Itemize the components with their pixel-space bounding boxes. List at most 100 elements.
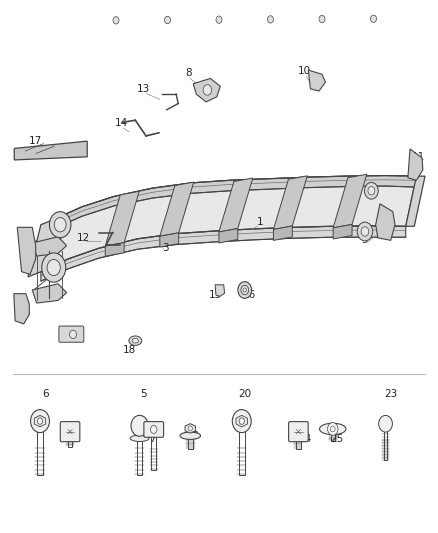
Polygon shape	[406, 176, 425, 227]
Bar	[68, 426, 72, 447]
Text: 22: 22	[14, 306, 27, 316]
Polygon shape	[408, 149, 423, 180]
Bar	[137, 418, 142, 475]
Polygon shape	[333, 224, 352, 239]
Circle shape	[238, 281, 251, 298]
Polygon shape	[32, 237, 67, 256]
Ellipse shape	[320, 423, 346, 435]
Polygon shape	[333, 174, 367, 228]
Circle shape	[268, 16, 273, 23]
Circle shape	[47, 260, 60, 276]
FancyBboxPatch shape	[59, 326, 84, 342]
Polygon shape	[34, 415, 46, 427]
Polygon shape	[185, 424, 195, 433]
Polygon shape	[236, 415, 247, 427]
Text: 10: 10	[298, 66, 311, 76]
Ellipse shape	[180, 432, 201, 439]
Circle shape	[371, 15, 377, 22]
Ellipse shape	[132, 338, 138, 343]
Circle shape	[54, 217, 66, 232]
Text: 24: 24	[298, 434, 311, 444]
Circle shape	[379, 415, 392, 432]
Bar	[187, 426, 193, 449]
Circle shape	[241, 285, 249, 295]
Polygon shape	[219, 178, 253, 232]
Ellipse shape	[130, 435, 149, 441]
Text: 2: 2	[21, 243, 28, 253]
Circle shape	[239, 418, 244, 424]
Bar	[239, 419, 244, 475]
Bar	[37, 419, 43, 475]
Circle shape	[328, 423, 338, 435]
Polygon shape	[17, 227, 36, 274]
Text: 7: 7	[149, 434, 156, 444]
Circle shape	[203, 85, 212, 95]
Text: 1: 1	[257, 217, 263, 227]
Polygon shape	[32, 284, 67, 303]
Text: 15: 15	[209, 290, 222, 300]
Circle shape	[42, 253, 66, 282]
Text: 8: 8	[185, 68, 191, 78]
Text: 19: 19	[187, 431, 200, 441]
Text: 12: 12	[77, 233, 90, 243]
Circle shape	[49, 212, 71, 238]
FancyBboxPatch shape	[289, 422, 308, 442]
Circle shape	[243, 288, 247, 292]
Text: 3: 3	[162, 243, 169, 253]
Text: 6: 6	[42, 390, 49, 399]
Text: 23: 23	[384, 390, 397, 399]
Text: 5: 5	[141, 390, 147, 399]
Circle shape	[165, 17, 170, 23]
Text: 16: 16	[243, 290, 257, 300]
Circle shape	[37, 418, 42, 424]
Polygon shape	[28, 214, 67, 277]
Polygon shape	[14, 141, 87, 160]
Polygon shape	[41, 175, 417, 272]
Circle shape	[361, 227, 369, 236]
Polygon shape	[308, 70, 325, 91]
Text: 11: 11	[412, 152, 425, 162]
FancyBboxPatch shape	[60, 422, 80, 442]
Polygon shape	[105, 191, 139, 246]
Text: 17: 17	[28, 136, 42, 146]
Text: 25: 25	[330, 434, 344, 444]
Polygon shape	[273, 176, 307, 229]
Bar	[331, 426, 335, 441]
Polygon shape	[219, 229, 238, 243]
Polygon shape	[14, 294, 29, 324]
Circle shape	[31, 410, 49, 433]
Circle shape	[357, 222, 373, 241]
Text: 9: 9	[362, 236, 368, 245]
Bar	[384, 418, 388, 460]
Polygon shape	[376, 204, 395, 240]
Text: 21: 21	[64, 330, 78, 341]
Polygon shape	[160, 182, 194, 236]
Circle shape	[131, 415, 148, 436]
Bar	[152, 426, 156, 470]
Polygon shape	[105, 243, 124, 256]
Text: 13: 13	[137, 84, 151, 94]
Text: 14: 14	[114, 118, 128, 128]
Text: 20: 20	[238, 390, 251, 399]
Circle shape	[151, 425, 157, 433]
Bar	[296, 426, 301, 449]
Circle shape	[368, 187, 375, 195]
FancyBboxPatch shape	[144, 422, 164, 437]
Circle shape	[188, 426, 192, 431]
Circle shape	[70, 330, 77, 338]
Circle shape	[113, 17, 119, 24]
Polygon shape	[41, 226, 406, 281]
Polygon shape	[193, 78, 220, 102]
Polygon shape	[215, 285, 225, 296]
Circle shape	[232, 410, 251, 433]
Text: 4: 4	[67, 431, 74, 441]
Circle shape	[216, 16, 222, 23]
Circle shape	[330, 426, 335, 432]
Polygon shape	[160, 233, 179, 247]
Polygon shape	[273, 226, 292, 240]
Text: 18: 18	[123, 345, 136, 355]
Circle shape	[319, 15, 325, 23]
Ellipse shape	[129, 336, 142, 345]
Circle shape	[364, 182, 378, 199]
Polygon shape	[54, 175, 417, 229]
